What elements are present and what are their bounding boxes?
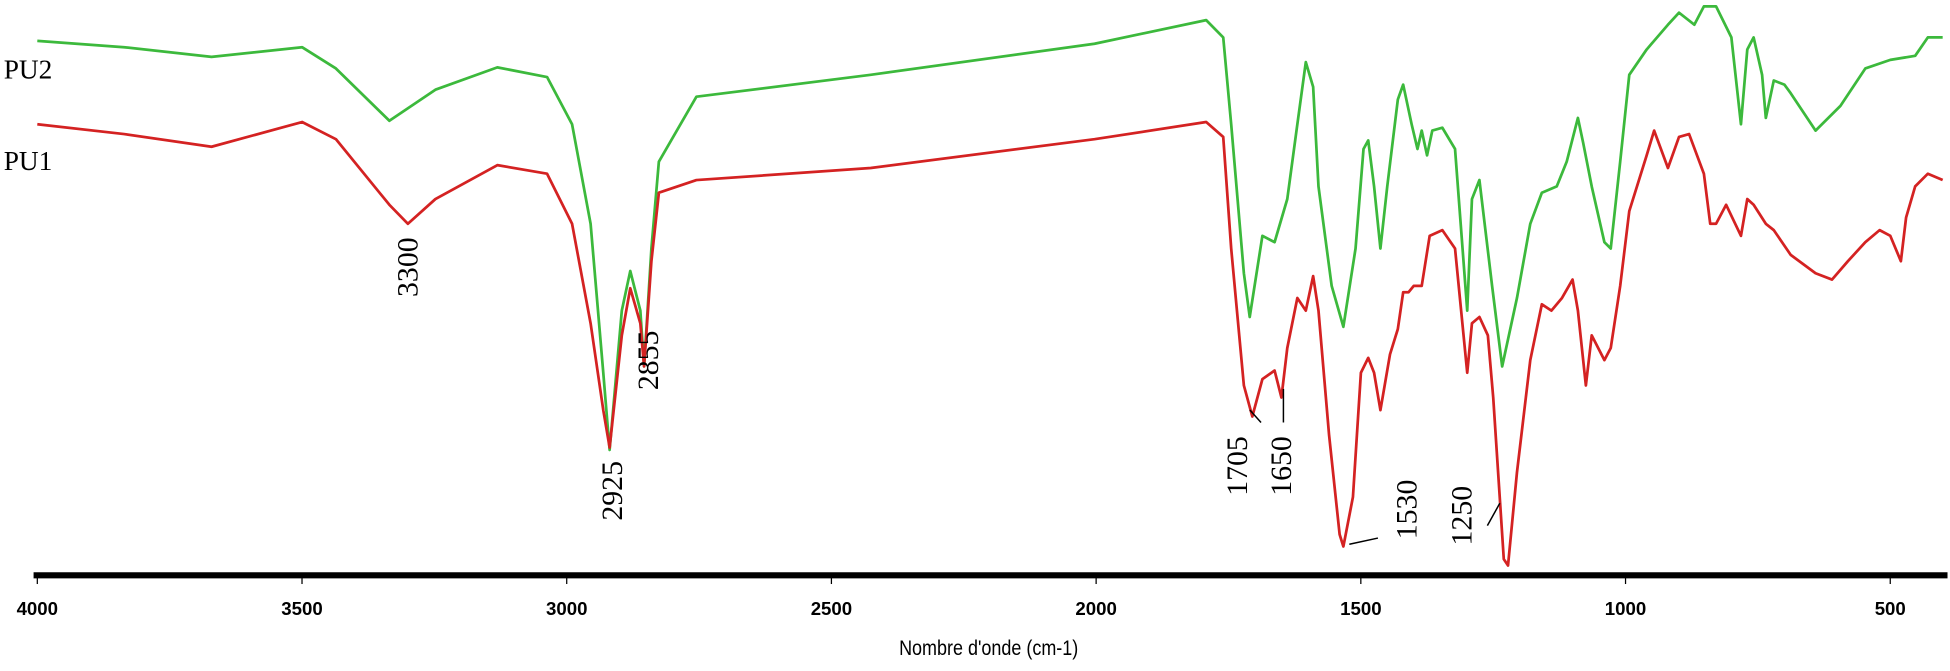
peak-label-3300: 3300 xyxy=(391,237,424,297)
series-line-pu1 xyxy=(37,120,1944,567)
peak-label-1705: 1705 xyxy=(1221,436,1254,496)
peak-annotations: 3300 2925 2855 1705 1650 1530 1250 xyxy=(391,237,1501,546)
peak-label-1250: 1250 xyxy=(1446,486,1479,546)
annotation-leader-line xyxy=(1249,409,1262,423)
x-tick-label: 2500 xyxy=(811,598,852,619)
peak-label-2925: 2925 xyxy=(596,461,629,521)
peak-label-1530: 1530 xyxy=(1391,480,1424,540)
annotation-leader-line xyxy=(1486,502,1501,526)
series-layer xyxy=(37,4,1944,567)
annotation-leader-line xyxy=(1349,537,1379,545)
peak-label-2855: 2855 xyxy=(632,331,665,391)
peak-label-1650: 1650 xyxy=(1265,436,1298,496)
x-tick-label: 1500 xyxy=(1340,598,1381,619)
x-tick-label: 500 xyxy=(1875,598,1906,619)
x-axis-ticks: 4000 3500 3000 2500 2000 1500 1000 500 xyxy=(17,575,1906,619)
x-tick-label: 3000 xyxy=(546,598,587,619)
series-label-pu2: PU2 xyxy=(4,54,53,84)
x-tick-label: 1000 xyxy=(1605,598,1646,619)
x-tick-label: 3500 xyxy=(281,598,322,619)
x-tick-label: 4000 xyxy=(17,598,58,619)
x-tick-label: 2000 xyxy=(1075,598,1116,619)
series-line-pu2 xyxy=(37,4,1943,452)
x-axis-label: Nombre d'onde (cm-1) xyxy=(899,637,1078,661)
series-labels: PU2 PU1 xyxy=(4,54,53,176)
series-label-pu1: PU1 xyxy=(4,146,53,176)
